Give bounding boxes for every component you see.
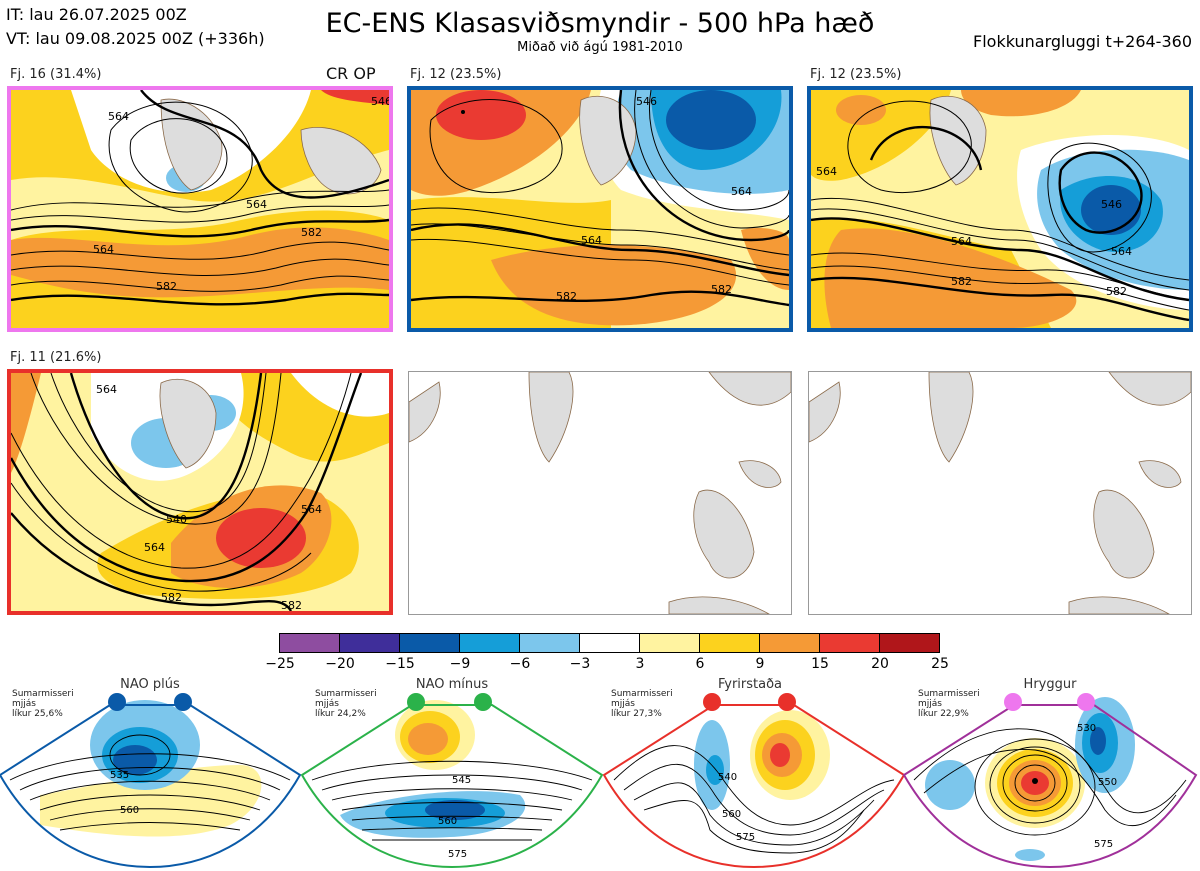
page-title: EC-ENS Klasasviðsmyndir - 500 hPa hæð: [325, 8, 875, 39]
colorbar: [279, 633, 940, 653]
colorbar-tick-label: −6: [509, 656, 531, 672]
regime-note: Sumarmisseri mjjás líkur 27,3%: [611, 689, 673, 719]
contour-label: 530: [1077, 723, 1096, 734]
colorbar-tick-label: −20: [325, 656, 355, 672]
contour-label: 564: [108, 110, 129, 123]
page-subtitle: Miðað við ágú 1981-2010: [517, 40, 683, 55]
regime-marker: [703, 693, 721, 711]
colorbar-swatch: [879, 633, 940, 653]
cluster-map-3: 564 546 582 564 582 564: [807, 86, 1193, 332]
contour-label: 564: [816, 165, 837, 178]
contour-label: 560: [120, 805, 139, 816]
regime-note: Sumarmisseri mjjás líkur 22,9%: [918, 689, 980, 719]
panel-3-label: Fj. 12 (23.5%): [810, 67, 902, 82]
colorbar-swatch: [819, 633, 880, 653]
regime-title: NAO mínus: [415, 677, 489, 692]
contour-label: 582: [1106, 285, 1127, 298]
regime-marker: [778, 693, 796, 711]
contour-label: 582: [301, 226, 322, 239]
contour-label: 575: [736, 832, 755, 843]
contour-label: 582: [556, 290, 577, 303]
contour-label: 560: [722, 809, 741, 820]
contour-label: 546: [636, 95, 657, 108]
regime-blocking: 540 560 575: [602, 693, 906, 869]
regime-marker: [474, 693, 492, 711]
contour-label: 564: [144, 541, 165, 554]
contour-label: 575: [1094, 839, 1113, 850]
colorbar-tick-label: 25: [931, 656, 949, 672]
colorbar-tick-label: 3: [635, 656, 645, 672]
empty-map-5: [408, 371, 792, 615]
colorbar-swatch: [339, 633, 400, 653]
regime-ridge: 530 550 575: [902, 693, 1198, 869]
contour-label: 564: [301, 503, 322, 516]
contour-label: 564: [951, 235, 972, 248]
colorbar-tick-label: 20: [871, 656, 889, 672]
cr-op-label: CR OP: [326, 64, 376, 83]
regime-row: 535 560 545 560 575: [0, 675, 1200, 871]
contour-label: 582: [951, 275, 972, 288]
contour-label: 582: [156, 280, 177, 293]
contour-label: 564: [96, 383, 117, 396]
regime-marker: [1004, 693, 1022, 711]
contour-label: 564: [93, 243, 114, 256]
valid-time: VT: lau 09.08.2025 00Z (+336h): [6, 29, 265, 48]
colorbar-tick-label: −15: [385, 656, 415, 672]
contour-label: 546: [1101, 198, 1122, 211]
panel-1-label: Fj. 16 (31.4%): [10, 67, 102, 82]
regime-marker: [174, 693, 192, 711]
colorbar-swatch: [579, 633, 640, 653]
contour-label: 546: [371, 95, 389, 108]
contour-label: 575: [448, 849, 467, 860]
contour-label: 564: [1111, 245, 1132, 258]
contour-label: 535: [110, 770, 129, 781]
contour-label: 582: [711, 283, 732, 296]
empty-map-6: [808, 371, 1192, 615]
regime-marker: [108, 693, 126, 711]
regime-marker: [407, 693, 425, 711]
regime-title: Fyrirstaða: [717, 677, 783, 692]
regime-note: Sumarmisseri mjjás líkur 25,6%: [12, 689, 74, 719]
colorbar-tick-label: 15: [811, 656, 829, 672]
cluster-map-1: 564 582 564 582 564 546: [7, 86, 393, 332]
colorbar-swatch: [699, 633, 760, 653]
colorbar-tick-label: 9: [755, 656, 765, 672]
colorbar-tick-label: −25: [265, 656, 295, 672]
colorbar-tick-label: −9: [449, 656, 471, 672]
colorbar-swatch: [519, 633, 580, 653]
colorbar-swatch: [639, 633, 700, 653]
contour-label: 564: [581, 234, 602, 247]
contour-label: 545: [452, 775, 471, 786]
regime-marker: [1077, 693, 1095, 711]
contour-label: 560: [438, 816, 457, 827]
contour-label: 582: [161, 591, 182, 604]
contour-label: 582: [281, 599, 302, 611]
colorbar-swatch: [459, 633, 520, 653]
regime-title: Hryggur: [1023, 677, 1077, 692]
colorbar-swatch: [279, 633, 340, 653]
cluster-map-2: 564 582 582 564 546: [407, 86, 793, 332]
init-time: IT: lau 26.07.2025 00Z: [6, 5, 187, 24]
contour-label: 540: [166, 513, 187, 526]
regime-nao-minus: 545 560 575: [300, 693, 604, 869]
colorbar-tick-label: 6: [695, 656, 705, 672]
contour-label: 564: [731, 185, 752, 198]
colorbar-swatch: [399, 633, 460, 653]
colorbar-tick-label: −3: [569, 656, 591, 672]
cluster-map-4: 540 564 582 564 582 564: [7, 369, 393, 615]
classification-window: Flokkunargluggi t+264-360: [973, 32, 1192, 51]
panel-4-label: Fj. 11 (21.6%): [10, 350, 102, 365]
panel-2-label: Fj. 12 (23.5%): [410, 67, 502, 82]
contour-label: 564: [246, 198, 267, 211]
regime-note: Sumarmisseri mjjás líkur 24,2%: [315, 689, 377, 719]
colorbar-swatch: [759, 633, 820, 653]
regime-title: NAO plús: [120, 677, 180, 692]
contour-label: 550: [1098, 777, 1117, 788]
regime-nao-plus: 535 560: [0, 693, 302, 869]
contour-label: 540: [718, 772, 737, 783]
